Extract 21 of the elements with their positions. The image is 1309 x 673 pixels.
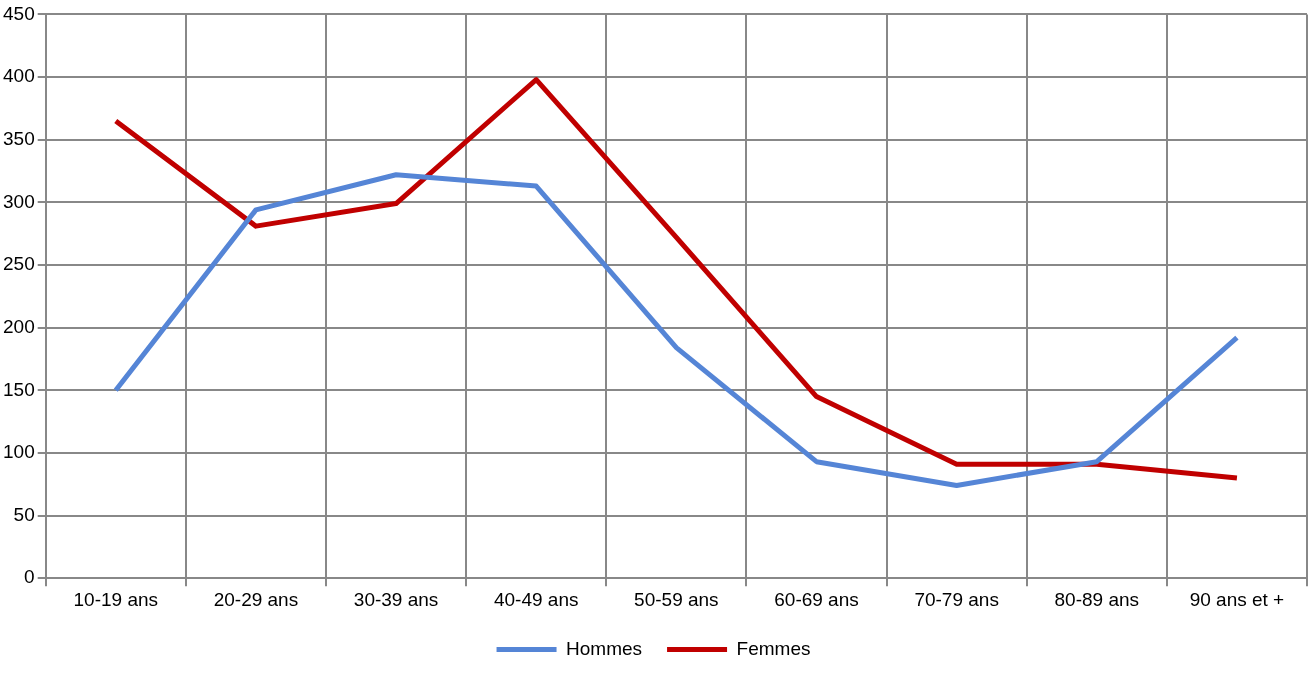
x-tick-label: 30-39 ans bbox=[353, 588, 439, 610]
y-tick-label: 150 bbox=[3, 378, 35, 400]
x-tick-label: 50-59 ans bbox=[634, 588, 719, 610]
x-tick-label: 90 ans et + bbox=[1189, 588, 1285, 610]
x-tick-label: 70-79 ans bbox=[914, 588, 999, 610]
y-tick-label: 400 bbox=[3, 65, 35, 87]
x-tick-label: 80-89 ans bbox=[1054, 588, 1140, 610]
y-tick-label: 350 bbox=[3, 127, 35, 149]
x-tick-label: 10-19 ans bbox=[73, 588, 159, 610]
y-tick-label: 100 bbox=[3, 441, 35, 463]
x-tick-label: 40-49 ans bbox=[493, 588, 579, 610]
y-tick-label: 300 bbox=[3, 190, 35, 212]
legend-label: Hommes bbox=[566, 637, 643, 659]
y-tick-label: 50 bbox=[13, 503, 35, 525]
y-tick-label: 450 bbox=[3, 2, 35, 24]
y-tick-label: 250 bbox=[3, 253, 35, 275]
legend-label: Femmes bbox=[736, 637, 811, 659]
y-tick-label: 0 bbox=[24, 566, 35, 588]
y-tick-label: 200 bbox=[3, 315, 35, 337]
x-tick-label: 60-69 ans bbox=[774, 588, 859, 610]
x-tick-label: 20-29 ans bbox=[213, 588, 299, 610]
